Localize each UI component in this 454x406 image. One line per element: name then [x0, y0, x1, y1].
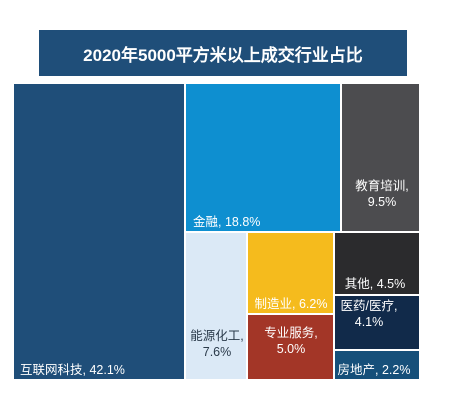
- treemap-rect: [186, 233, 246, 379]
- treemap-label: 制造业, 6.2%: [255, 297, 328, 311]
- treemap-label: 医药/医疗, 4.1%: [341, 299, 398, 329]
- treemap-label: 互联网科技, 42.1%: [20, 363, 125, 377]
- treemap-label: 教育培训, 9.5%: [355, 178, 408, 209]
- treemap-cell: 教育培训, 9.5%: [342, 84, 419, 231]
- treemap-label: 专业服务, 5.0%: [264, 325, 317, 356]
- treemap-cell: 互联网科技, 42.1%: [14, 84, 184, 379]
- treemap-rect: [342, 84, 419, 231]
- treemap-cell: 房地产, 2.2%: [335, 351, 419, 379]
- treemap-label: 其他, 4.5%: [345, 277, 405, 291]
- treemap-cell: 制造业, 6.2%: [248, 233, 333, 313]
- treemap-cell: 医药/医疗, 4.1%: [335, 296, 419, 349]
- treemap-rect: [186, 84, 340, 231]
- treemap-cell: 专业服务, 5.0%: [248, 315, 333, 379]
- treemap-cell: 能源化工, 7.6%: [186, 233, 246, 379]
- treemap-label: 能源化工, 7.6%: [190, 329, 243, 359]
- treemap-rect: [248, 233, 333, 313]
- treemap-label: 房地产, 2.2%: [338, 362, 411, 377]
- treemap-label: 金融, 18.8%: [193, 214, 260, 229]
- treemap-cell: 其他, 4.5%: [335, 233, 419, 294]
- treemap-rect: [335, 233, 419, 294]
- treemap-rect: [335, 351, 419, 379]
- treemap-cell: 金融, 18.8%: [186, 84, 340, 231]
- treemap-rect: [14, 84, 184, 379]
- treemap-rect: [248, 315, 333, 379]
- chart-title: 2020年5000平方米以上成交行业占比: [39, 30, 407, 76]
- treemap-rect: [335, 296, 419, 349]
